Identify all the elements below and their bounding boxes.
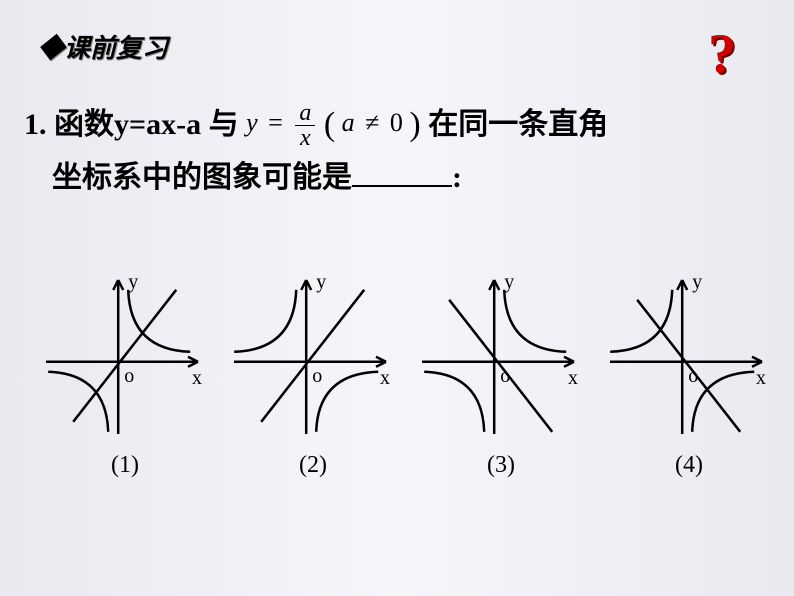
graph-svg: y x o [40,270,210,440]
question-part3: 坐标系中的图象可能是 [52,161,352,194]
answer-blank [352,181,452,187]
svg-text:y: y [128,271,138,293]
graph-label: (1) [40,452,210,479]
graph-2: y x o (2) [228,270,398,479]
formula: y = a x ( a ≠ 0 ) [246,98,421,152]
question-text: 1. 函数y=ax-a 与 y = a x ( a ≠ 0 ) 在同一条直角 坐… [24,100,754,202]
graph-1: y x o (1) [40,270,210,479]
formula-neq: ≠ [365,108,379,137]
svg-text:o: o [124,365,134,387]
graph-label: (2) [228,452,398,479]
formula-lparen: ( [324,106,335,143]
question-part1: 函数y=ax-a 与 [54,108,239,141]
formula-fraction: a x [295,101,315,150]
svg-text:y: y [504,271,514,293]
graph-svg: y x o [228,270,398,440]
formula-denominator: x [295,126,315,150]
graph-svg: y x o [416,270,586,440]
svg-text:x: x [568,367,578,389]
graph-svg: y x o [604,270,774,440]
svg-text:y: y [692,271,702,293]
svg-text:y: y [316,271,326,293]
graph-3: y x o (3) [416,270,586,479]
formula-numerator: a [295,101,315,126]
svg-text:o: o [688,365,698,387]
formula-y: y [246,108,258,137]
svg-text:x: x [192,367,202,389]
section-header: ◆课前复习 [38,28,168,65]
graphs-row: y x o (1) y x o (2) y x o (3) y x o (4) [40,270,774,479]
graph-label: (3) [416,452,586,479]
svg-text:o: o [312,365,322,387]
question-colon: : [452,161,462,194]
formula-rparen: ) [409,106,420,143]
question-number: 1. [24,108,47,141]
graph-label: (4) [604,452,774,479]
question-part2: 在同一条直角 [428,108,608,141]
formula-eq: = [268,108,283,137]
question-mark-icon: ? [708,22,736,86]
svg-text:x: x [380,367,390,389]
formula-a: a [342,108,355,137]
formula-zero: 0 [390,108,403,137]
graph-4: y x o (4) [604,270,774,479]
svg-text:o: o [500,365,510,387]
svg-text:x: x [756,367,766,389]
